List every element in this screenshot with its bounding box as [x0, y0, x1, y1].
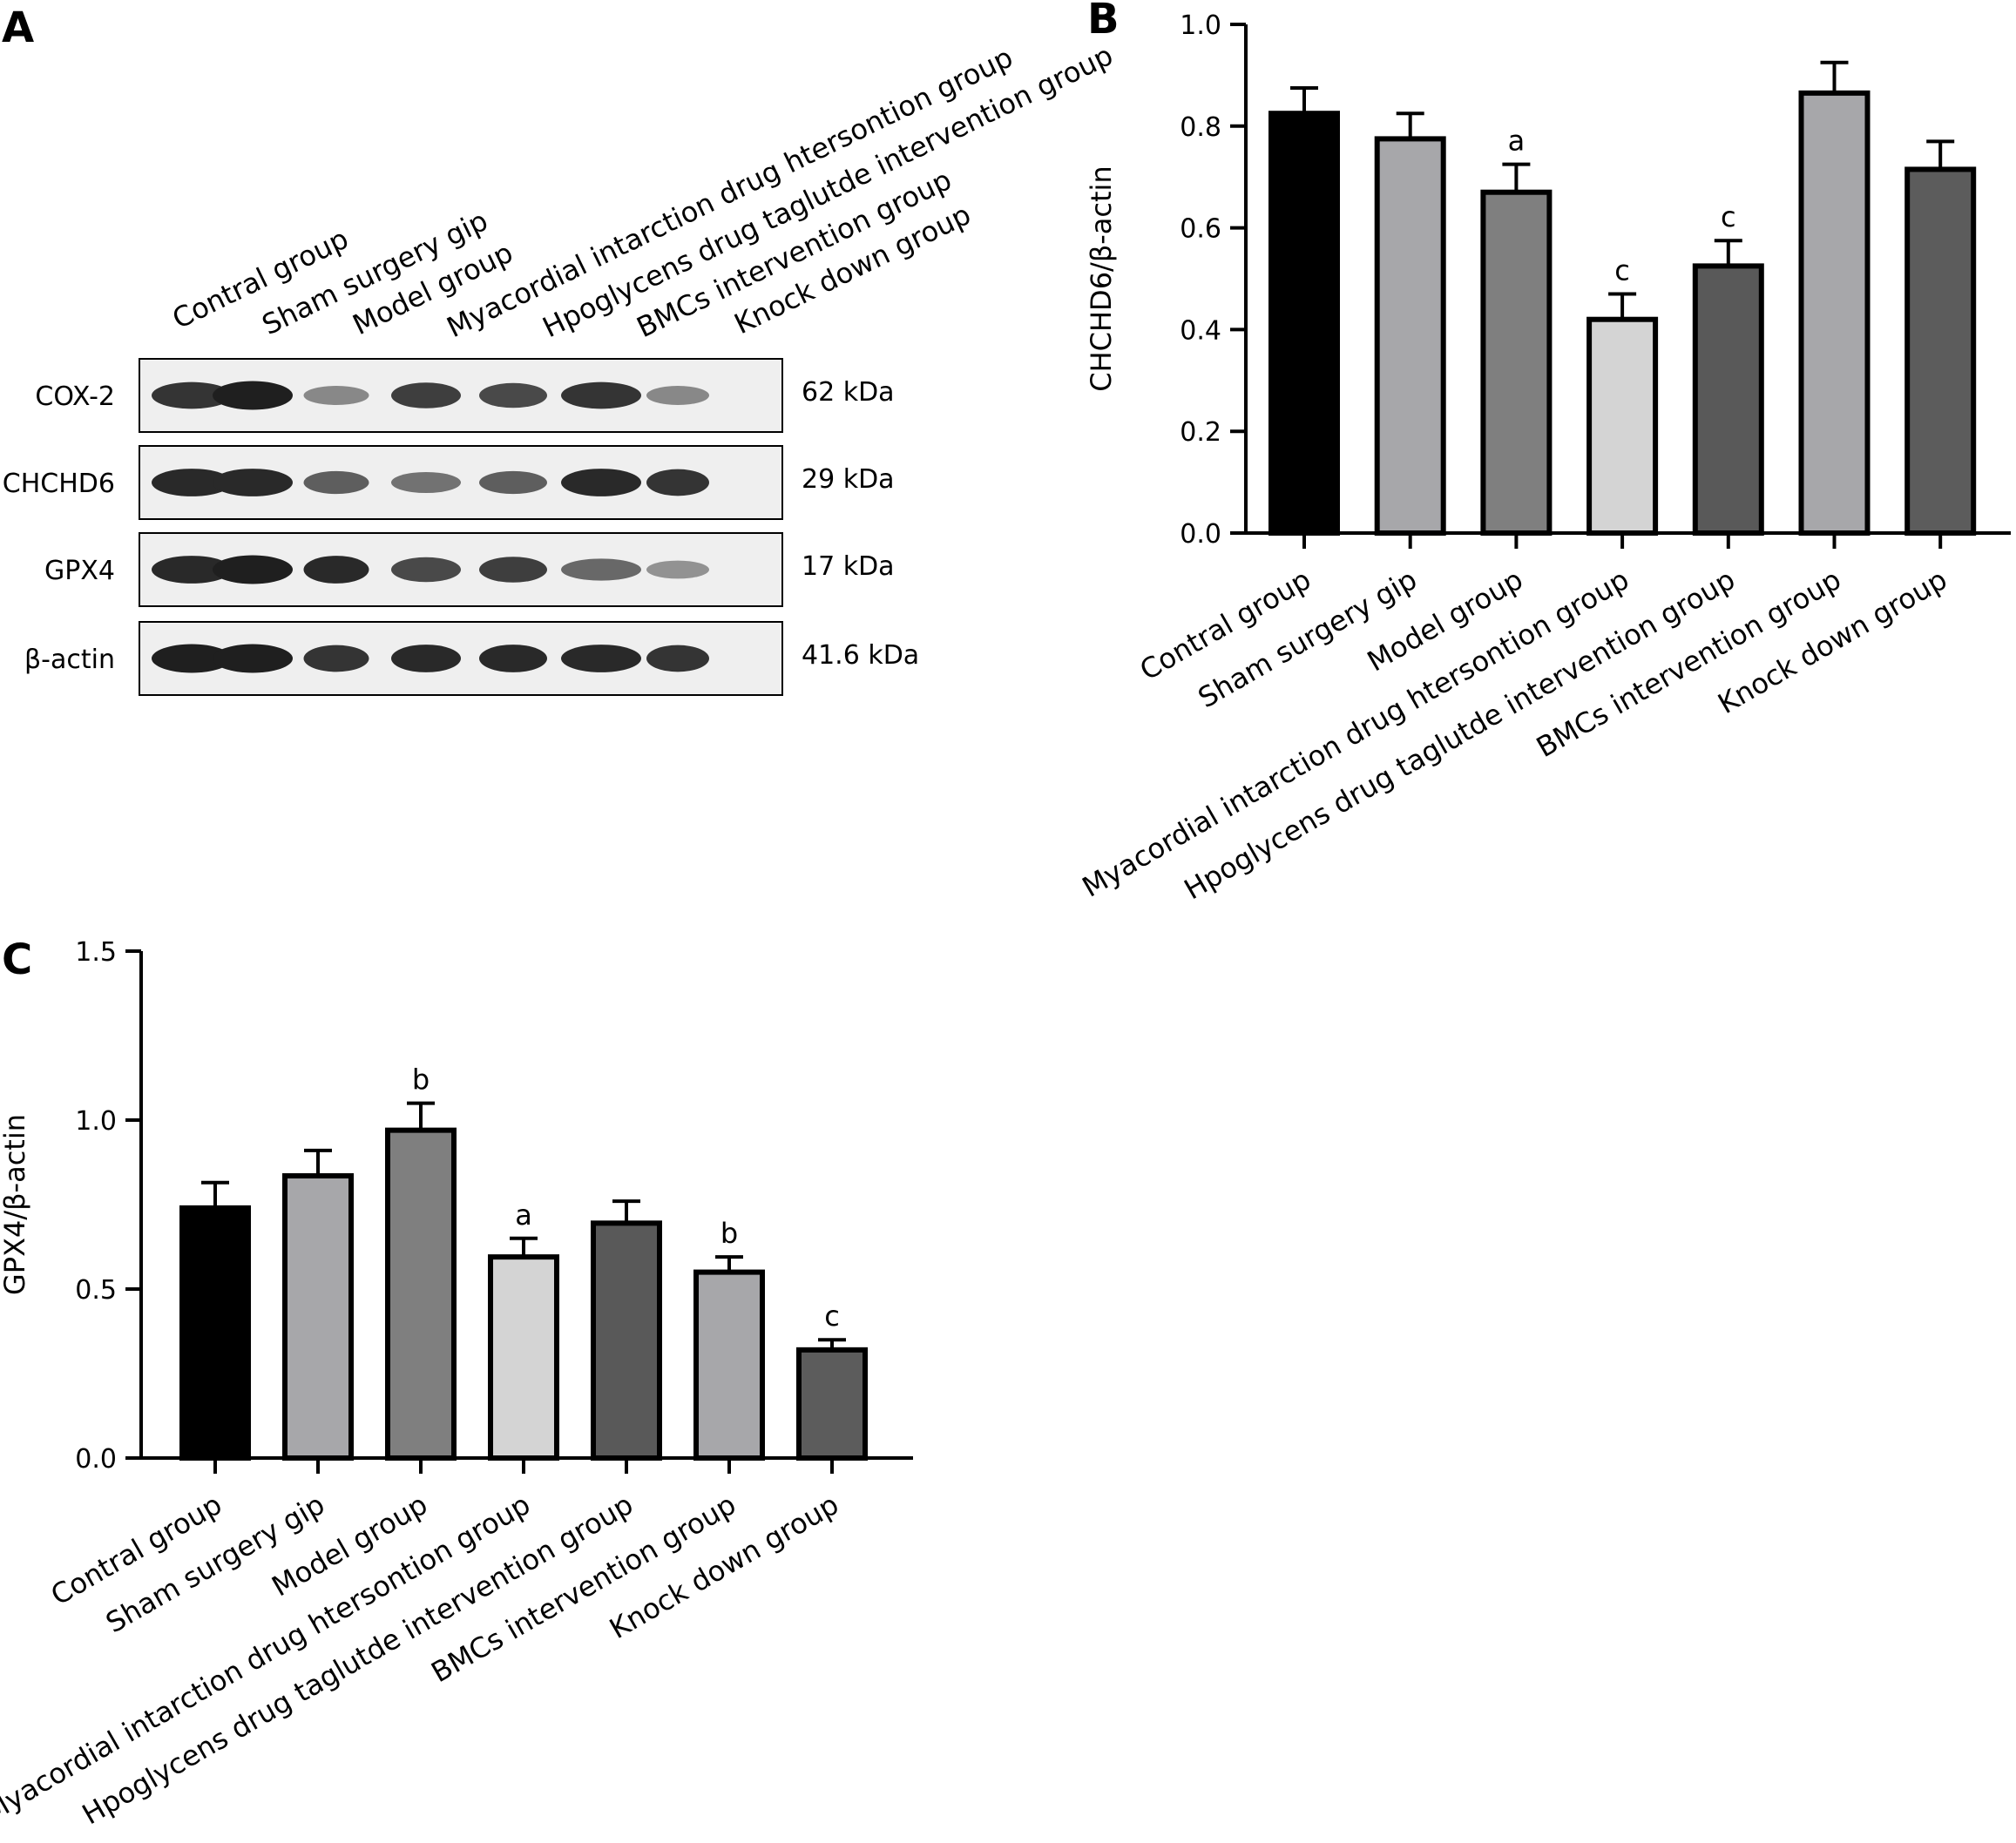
bar — [1480, 189, 1553, 536]
y-tick-label: 1.5 — [75, 937, 117, 968]
blot-band — [646, 560, 709, 579]
chchd6-bar-chart: 0.00.20.40.60.81.0CHCHD6/β-actinContral … — [1077, 10, 2011, 906]
significance-label: b — [720, 1217, 738, 1250]
blot-band — [152, 469, 232, 496]
blot-band — [391, 645, 461, 672]
blot-band — [479, 382, 547, 408]
blot-band — [152, 556, 232, 584]
blot-band — [646, 645, 709, 672]
blot-band — [391, 557, 461, 583]
bar — [1904, 166, 1977, 536]
y-tick-label: 0.2 — [1180, 417, 1221, 448]
y-tick-label: 1.0 — [75, 1106, 117, 1137]
y-tick-label: 1.0 — [1180, 10, 1221, 41]
blot-band — [303, 645, 369, 672]
significance-label: a — [515, 1198, 532, 1232]
bar — [591, 1220, 662, 1461]
blot-band — [646, 386, 709, 405]
panel-letter-b: B — [1087, 0, 1120, 44]
blot-band — [152, 381, 232, 409]
blot-band — [391, 382, 461, 408]
blot-band — [213, 555, 293, 584]
blot-weight-label: 41.6 kDa — [802, 640, 919, 671]
blot-band — [561, 381, 641, 409]
blot-band — [303, 470, 369, 495]
y-tick-label: 0.0 — [75, 1444, 117, 1475]
bar — [179, 1205, 251, 1461]
blot-protein-label: CHCHD6 — [3, 469, 115, 499]
blot-band — [213, 381, 293, 410]
bar — [1374, 136, 1446, 536]
significance-label: a — [1508, 125, 1526, 158]
blot-band — [303, 556, 369, 584]
significance-label: b — [412, 1063, 430, 1097]
blot-band — [213, 644, 293, 673]
bar — [385, 1127, 457, 1461]
blot-band — [479, 557, 547, 583]
blot-band — [152, 644, 232, 673]
bar — [1268, 111, 1340, 536]
blot-band — [391, 471, 461, 494]
blot-weight-label: 17 kDa — [802, 551, 895, 582]
y-tick-label: 0.5 — [75, 1275, 117, 1306]
blot-band — [561, 469, 641, 496]
blot-weight-label: 29 kDa — [802, 464, 895, 495]
y-tick-label: 0.0 — [1180, 519, 1221, 550]
significance-label: c — [1614, 254, 1630, 287]
y-axis-label: GPX4/β-actin — [0, 1114, 31, 1295]
blot-protein-label: COX-2 — [35, 381, 115, 412]
bar — [1586, 316, 1659, 536]
significance-label: c — [824, 1300, 840, 1333]
y-tick-label: 0.4 — [1180, 315, 1221, 346]
blot-band — [479, 470, 547, 495]
blot-protein-label: GPX4 — [44, 556, 115, 586]
blot-band — [646, 469, 709, 496]
bar — [1692, 263, 1764, 536]
blot-band — [561, 645, 641, 672]
significance-label: c — [1721, 200, 1736, 233]
blot-band — [303, 386, 369, 405]
bar — [796, 1347, 868, 1461]
y-tick-label: 0.6 — [1180, 214, 1221, 245]
blot-band — [479, 645, 547, 672]
bar — [282, 1173, 354, 1462]
panel-letter-c: C — [2, 935, 32, 984]
bar — [693, 1269, 765, 1461]
blot-weight-label: 62 kDa — [802, 377, 895, 408]
y-tick-label: 0.8 — [1180, 112, 1221, 143]
bar — [1798, 90, 1871, 536]
y-axis-label: CHCHD6/β-actin — [1085, 165, 1118, 391]
blot-band — [213, 469, 293, 496]
bar — [488, 1254, 559, 1462]
blot-band — [561, 558, 641, 581]
blot-protein-label: β-actin — [24, 645, 115, 675]
panel-letter-a: A — [2, 3, 34, 52]
